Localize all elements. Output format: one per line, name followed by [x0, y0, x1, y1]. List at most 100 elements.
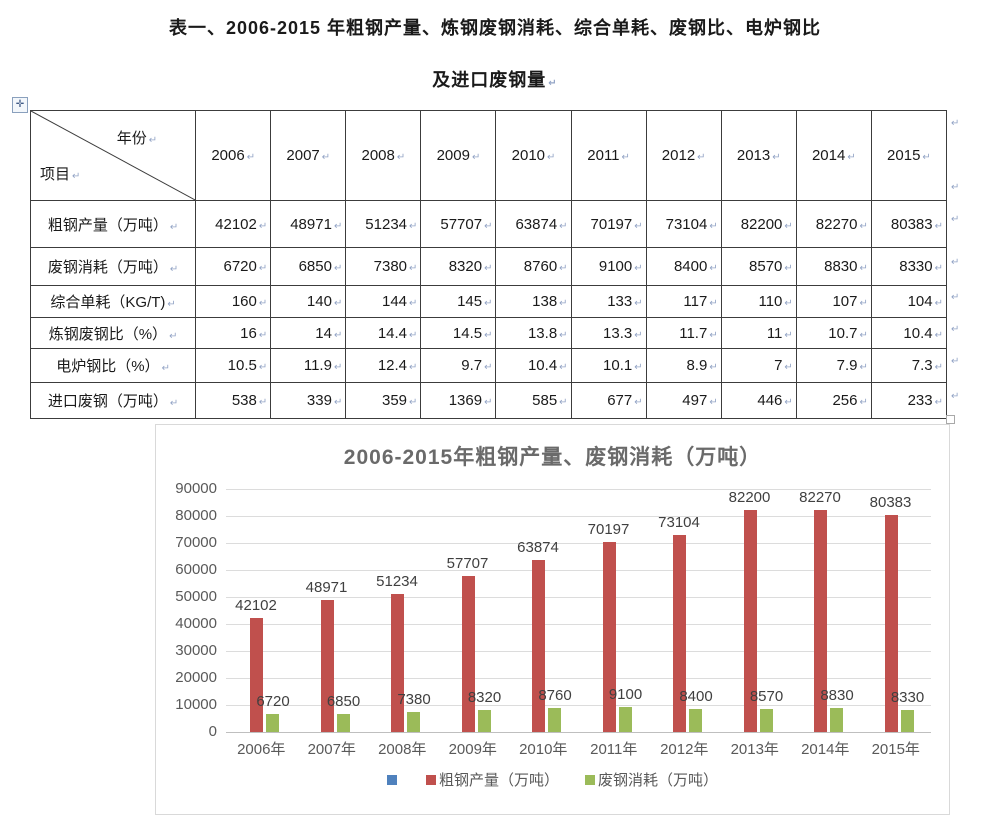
table-cell: 8570 ↵	[720, 247, 797, 286]
cell-value: 42102	[215, 215, 257, 233]
scrap-consumption-bar[interactable]	[266, 714, 279, 732]
paragraph-mark-icon: ↵	[169, 330, 178, 342]
gridline	[226, 489, 931, 490]
cell-value: 7380	[373, 258, 408, 275]
scrap-data-label: 8330	[890, 689, 925, 706]
scrap-data-label: 9100	[608, 686, 643, 703]
paragraph-mark-icon: ↵	[409, 220, 418, 232]
crude-steel-bar[interactable]	[673, 535, 686, 732]
legend-label: 废钢消耗（万吨）	[598, 772, 719, 789]
legend-swatch-icon	[425, 774, 436, 785]
year-header-cell: 2009 ↵	[420, 110, 497, 201]
paragraph-mark-icon: ↵	[847, 152, 856, 163]
table-cell: 11.9 ↵	[270, 348, 347, 383]
paragraph-mark-icon: ↵	[258, 329, 268, 341]
year-header-cell: 2014 ↵	[795, 110, 872, 201]
year-header-cell: 2006 ↵	[195, 110, 272, 201]
cell-value: 9.7	[461, 357, 483, 374]
legend-item: 粗钢产量（万吨）	[425, 769, 559, 790]
paragraph-mark-icon: ↵	[784, 362, 793, 373]
paragraph-mark-icon: ↵	[72, 171, 81, 182]
x-axis-category-label: 2007年	[307, 741, 356, 758]
table-cell: 117 ↵	[645, 285, 722, 318]
crude-steel-bar[interactable]	[814, 510, 827, 732]
paragraph-mark-icon: ↵	[409, 263, 418, 274]
data-table: 年份 ↵ 项目 ↵ 2006 ↵ 2007 ↵ 2008 ↵ 2009 ↵ 2010 ↵ 2011 ↵ 20…	[29, 110, 948, 419]
scrap-consumption-bar[interactable]	[618, 707, 632, 732]
document-title-line1: 表一、2006-2015 年粗钢产量、炼钢废钢消耗、综合单耗、废钢比、电炉钢比	[168, 18, 822, 38]
paragraph-mark-icon: ↵	[409, 397, 418, 408]
row-end-mark-icon: ↵	[951, 182, 960, 193]
bar-group: 63874 8760 2010年	[508, 489, 579, 758]
crude-steel-data-label: 82200	[728, 489, 771, 506]
year-label: 2013	[736, 147, 771, 164]
crude-steel-bar[interactable]	[884, 515, 898, 732]
scrap-consumption-bar[interactable]	[830, 708, 843, 732]
table-resize-handle[interactable]	[946, 415, 955, 424]
crude-steel-bar[interactable]	[461, 576, 475, 732]
scrap-consumption-bar[interactable]	[407, 712, 420, 732]
scrap-consumption-bar[interactable]	[759, 709, 773, 732]
table-header-row: 年份 ↵ 项目 ↵ 2006 ↵ 2007 ↵ 2008 ↵ 2009 ↵ 2010 ↵ 2011 ↵ 20…	[29, 110, 948, 201]
table-cell: 140 ↵	[270, 285, 347, 318]
row-end-mark-icon: ↵	[951, 118, 960, 129]
row-header-cell: 炼钢废钢比（%） ↵	[29, 317, 197, 349]
year-label: 2015	[887, 147, 921, 164]
diagonal-divider	[31, 111, 195, 200]
crude-steel-bar[interactable]	[320, 600, 334, 732]
y-axis-tick-label: 10000	[175, 696, 217, 713]
crude-steel-bar[interactable]	[250, 618, 263, 732]
paragraph-mark-icon: ↵	[258, 263, 268, 274]
paragraph-mark-icon: ↵	[409, 362, 418, 373]
cell-value: 13.3	[603, 324, 633, 342]
gridline	[226, 651, 931, 652]
table-cell: 7.3 ↵	[870, 348, 948, 383]
crude-steel-bar[interactable]	[532, 560, 545, 732]
paragraph-mark-icon: ↵	[934, 362, 943, 373]
y-axis-tick-label: 30000	[175, 642, 217, 659]
scrap-data-label: 8760	[538, 687, 572, 704]
paragraph-mark-icon: ↵	[258, 362, 268, 373]
row-label: 炼钢废钢比（%）	[48, 325, 168, 343]
scrap-consumption-bar[interactable]	[689, 709, 702, 732]
cell-value: 73104	[665, 215, 708, 233]
paragraph-mark-icon: ↵	[169, 221, 179, 233]
scrap-data-label: 8400	[679, 688, 713, 705]
scrap-consumption-bar[interactable]	[900, 710, 914, 732]
cell-value: 144	[381, 293, 408, 310]
chart-object[interactable]: 2006-2015年粗钢产量、废钢消耗（万吨） 0 10000 20000 30000…	[155, 424, 950, 815]
table-cell: 14 ↵	[270, 317, 347, 349]
crude-steel-bar[interactable]	[602, 542, 616, 732]
paragraph-mark-icon: ↵	[709, 397, 718, 408]
crude-steel-bar[interactable]	[743, 510, 757, 732]
row-label: 电炉钢比（%）	[56, 358, 160, 375]
year-label: 2011	[587, 147, 620, 164]
cell-value: 63874	[515, 215, 558, 233]
cell-value: 11.9	[303, 357, 332, 374]
year-header-cell: 2011 ↵	[570, 110, 647, 201]
paragraph-mark-icon: ↵	[784, 329, 793, 341]
table-cell: 1369 ↵	[420, 382, 497, 419]
scrap-consumption-bar[interactable]	[548, 708, 561, 732]
cell-value: 9100	[598, 258, 633, 275]
paragraph-mark-icon: ↵	[484, 263, 493, 274]
table-cell: 138 ↵	[495, 285, 572, 318]
table-cell: 80383 ↵	[870, 200, 948, 248]
table-cell: 677 ↵	[570, 382, 647, 419]
table-cell: 104 ↵	[870, 285, 948, 318]
cell-value: 497	[682, 392, 708, 409]
crude-steel-bar[interactable]	[391, 594, 404, 732]
crude-steel-data-label: 73104	[658, 514, 700, 531]
row-header-cell: 进口废钢（万吨） ↵	[29, 382, 197, 419]
gridline	[226, 516, 931, 517]
table-move-handle[interactable]: ✛	[12, 97, 28, 113]
paragraph-mark-icon: ↵	[859, 362, 868, 373]
cell-value: 117	[683, 293, 708, 310]
paragraph-mark-icon: ↵	[321, 152, 331, 163]
table-cell: 110 ↵	[720, 285, 797, 318]
x-axis-category-label: 2006年	[237, 741, 286, 758]
scrap-consumption-bar[interactable]	[336, 714, 350, 732]
cell-value: 1369	[448, 392, 483, 409]
table-cell: 256 ↵	[795, 382, 872, 419]
scrap-consumption-bar[interactable]	[477, 710, 491, 732]
